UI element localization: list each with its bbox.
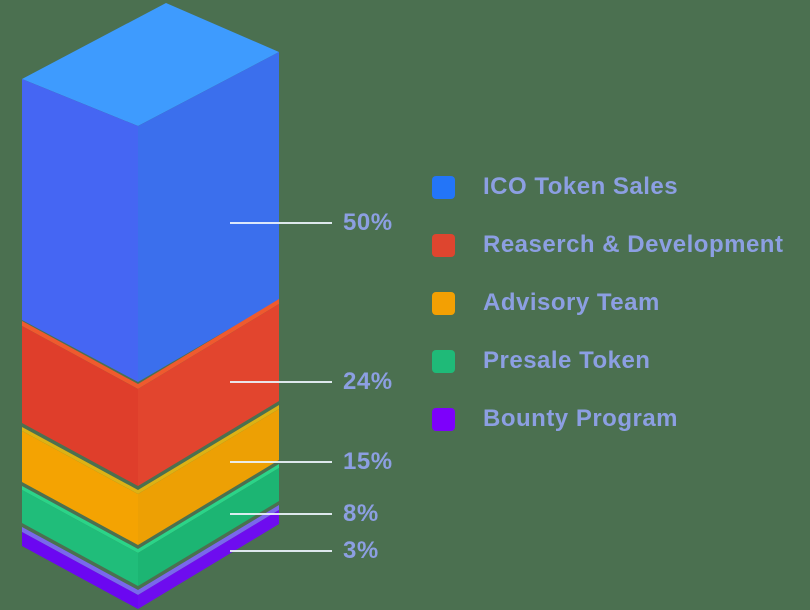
bar-segment-purple-right-face bbox=[138, 510, 279, 609]
legend-swatch-purple bbox=[432, 407, 455, 431]
percent-label-ico: 50% bbox=[343, 209, 393, 236]
bar-segment-orange-rim-right bbox=[138, 405, 279, 494]
bar-segment-red-rim-left bbox=[22, 321, 138, 389]
bar-segment-purple-rim-left bbox=[22, 527, 138, 595]
bar-segment-purple-left-face bbox=[22, 532, 138, 609]
bar-segment-red-right-face bbox=[138, 304, 279, 486]
legend-label: Presale Token bbox=[483, 347, 651, 374]
bar-segment-orange-right-face bbox=[138, 409, 279, 545]
legend: ICO Token Sales Reaserch & Development A… bbox=[432, 173, 784, 432]
legend-label: ICO Token Sales bbox=[483, 173, 679, 200]
bar-segment-green-rim-right bbox=[138, 464, 279, 553]
legend-swatch-blue bbox=[432, 175, 455, 199]
legend-item-ico: ICO Token Sales bbox=[432, 173, 783, 200]
legend-label: Advisory Team bbox=[483, 289, 660, 316]
legend-item-advisory: Advisory Team bbox=[432, 289, 783, 316]
legend-swatch-orange bbox=[432, 291, 455, 315]
bar-segment-orange-left-face bbox=[22, 431, 138, 545]
legend-item-presale: Presale Token bbox=[432, 347, 783, 374]
percent-label-presale: 8% bbox=[343, 500, 379, 527]
legend-label: Reaserch & Development bbox=[483, 231, 784, 258]
bar-segment-orange-rim-left bbox=[22, 427, 138, 494]
legend-item-research: Reaserch & Development bbox=[432, 231, 784, 258]
percent-label-advisory: 15% bbox=[343, 448, 393, 475]
bar-segment-green-rim-left bbox=[22, 486, 138, 553]
legend-swatch-green bbox=[432, 349, 455, 373]
percent-label-bounty: 3% bbox=[343, 537, 379, 564]
bar-segment-red-rim-right bbox=[138, 299, 279, 389]
bar-segment-blue-top-face bbox=[22, 3, 279, 126]
legend-label: Bounty Program bbox=[483, 405, 679, 432]
bar-segment-purple-rim-right bbox=[138, 505, 279, 595]
bar-segment-blue-left-face bbox=[22, 79, 138, 382]
legend-swatch-red bbox=[432, 233, 455, 257]
percent-label-research: 24% bbox=[343, 368, 393, 395]
bar-segment-red-left-face bbox=[22, 326, 138, 486]
bar-segment-blue-right-face bbox=[138, 52, 279, 382]
bar-segment-green-right-face bbox=[138, 468, 279, 586]
legend-item-bounty: Bounty Program bbox=[432, 405, 783, 432]
bar-segment-green-left-face bbox=[22, 490, 138, 586]
